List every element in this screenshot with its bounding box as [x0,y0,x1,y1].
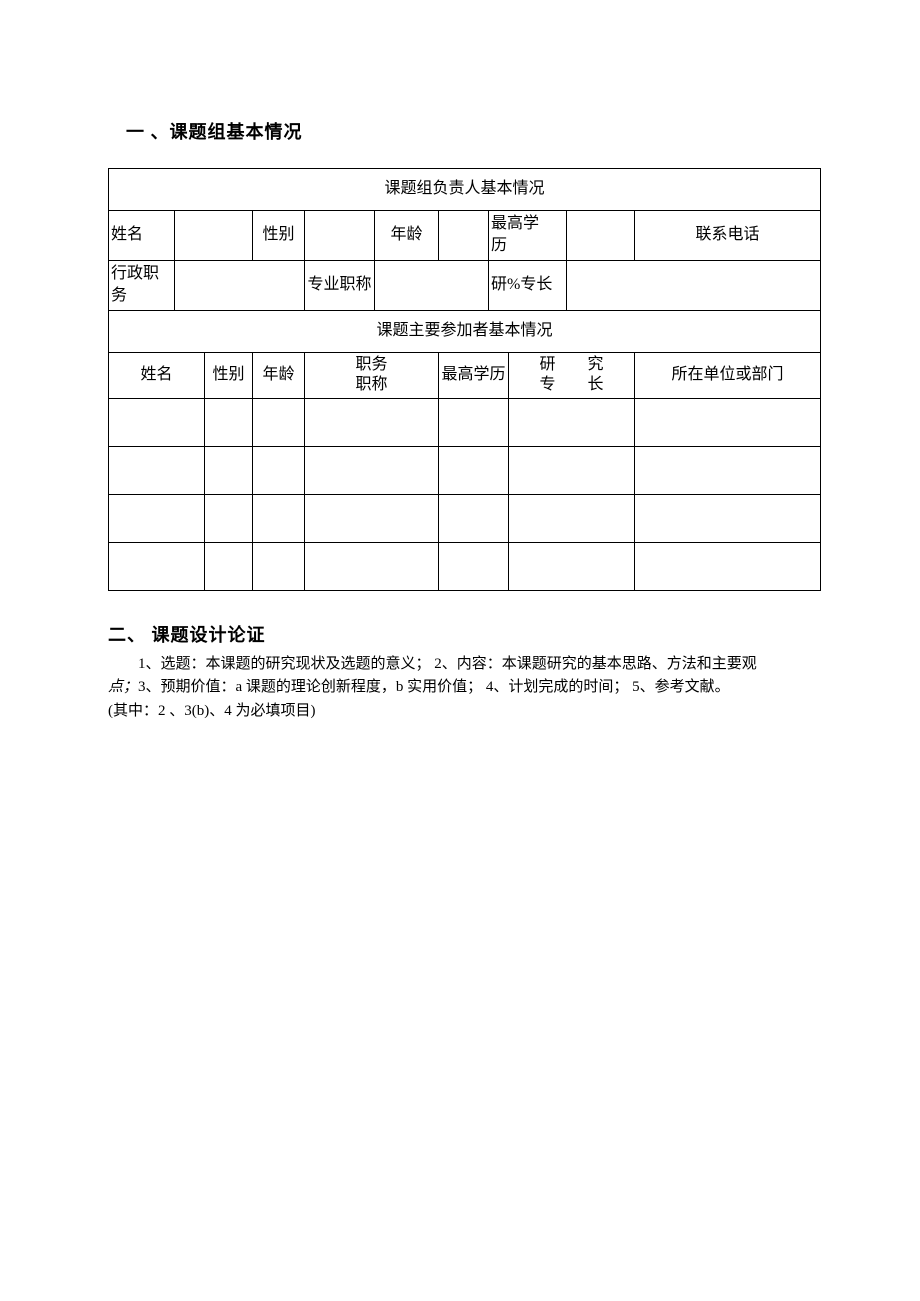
section2-line2-rest: 3、预期价值：a 课题的理论创新程度，b 实用价值； 4、计划完成的时间； 5、… [138,679,730,695]
value-age [439,211,489,261]
participant-row [109,447,821,495]
p-post [305,447,439,495]
p-gender [205,399,253,447]
p-unit [635,399,821,447]
p-gender [205,543,253,591]
section1-heading: 一 、课题组基本情况 [126,118,820,144]
p-age [253,447,305,495]
value-pro-title [375,260,489,310]
p-post [305,495,439,543]
p-gender [205,447,253,495]
label-highest-edu-l2: 历 [491,237,507,254]
section2-line2-italic: 点； [108,679,138,695]
participant-row [109,399,821,447]
section2-line2: 点；3、预期价值：a 课题的理论创新程度，b 实用价值； 4、计划完成的时间； … [108,679,730,695]
section2-line3: (其中：2 、3(b)、4 为必填项目) [108,703,315,719]
participant-row [109,543,821,591]
p-gender [205,495,253,543]
label-phone: 联系电话 [635,211,821,261]
participant-columns-row: 姓名 性别 年龄 职务 职称 最高学历 研 究 专 长 所在单位或部门 [109,352,821,399]
label-pro-title: 专业职称 [305,260,375,310]
p-spec [509,399,635,447]
label-gender: 性别 [253,211,305,261]
section2-body: 1、选题：本课题的研究现状及选题的意义； 2、内容：本课题研究的基本思路、方法和… [108,653,820,723]
value-highest-edu [567,211,635,261]
p-name [109,447,205,495]
p-age [253,495,305,543]
col-spec-l1: 研 究 [511,355,632,376]
p-name [109,495,205,543]
col-research-spec: 研 究 专 长 [509,352,635,399]
participant-row [109,495,821,543]
col-post-l2: 职称 [307,375,436,396]
p-name [109,543,205,591]
label-name: 姓名 [109,211,175,261]
col-spec-l2: 专 长 [511,375,632,396]
label-highest-edu-l1: 最高学 [491,215,539,232]
leader-header-cell: 课题组负责人基本情况 [109,169,821,211]
section2-heading: 二、 课题设计论证 [108,621,820,647]
label-admin-post-l2: 务 [111,287,127,304]
col-gender: 性别 [205,352,253,399]
col-highest-edu: 最高学历 [439,352,509,399]
p-spec [509,495,635,543]
research-group-table: 课题组负责人基本情况 姓名 性别 年龄 最高学 历 联系电话 行政职 务 专业职… [108,168,821,591]
leader-header-row: 课题组负责人基本情况 [109,169,821,211]
value-research-spec [567,260,821,310]
participants-header-cell: 课题主要参加者基本情况 [109,310,821,352]
p-spec [509,543,635,591]
p-edu [439,399,509,447]
leader-row-2: 行政职 务 专业职称 研%专长 [109,260,821,310]
p-unit [635,543,821,591]
leader-row-1: 姓名 性别 年龄 最高学 历 联系电话 [109,211,821,261]
p-age [253,399,305,447]
label-age: 年龄 [375,211,439,261]
p-unit [635,495,821,543]
section2-line1: 1、选题：本课题的研究现状及选题的意义； 2、内容：本课题研究的基本思路、方法和… [108,653,820,676]
p-post [305,543,439,591]
label-admin-post: 行政职 务 [109,260,175,310]
p-edu [439,543,509,591]
label-admin-post-l1: 行政职 [111,265,159,282]
participants-header-row: 课题主要参加者基本情况 [109,310,821,352]
col-name: 姓名 [109,352,205,399]
value-gender [305,211,375,261]
label-research-spec: 研%专长 [489,260,567,310]
p-age [253,543,305,591]
col-age: 年龄 [253,352,305,399]
p-name [109,399,205,447]
p-edu [439,495,509,543]
label-highest-edu: 最高学 历 [489,211,567,261]
p-spec [509,447,635,495]
p-post [305,399,439,447]
p-edu [439,447,509,495]
col-unit: 所在单位或部门 [635,352,821,399]
col-post-l1: 职务 [307,355,436,376]
value-admin-post [175,260,305,310]
col-post-title: 职务 职称 [305,352,439,399]
document-page: 一 、课题组基本情况 课题组负责人基本情况 姓名 性别 年龄 最 [0,0,920,1301]
value-name [175,211,253,261]
p-unit [635,447,821,495]
